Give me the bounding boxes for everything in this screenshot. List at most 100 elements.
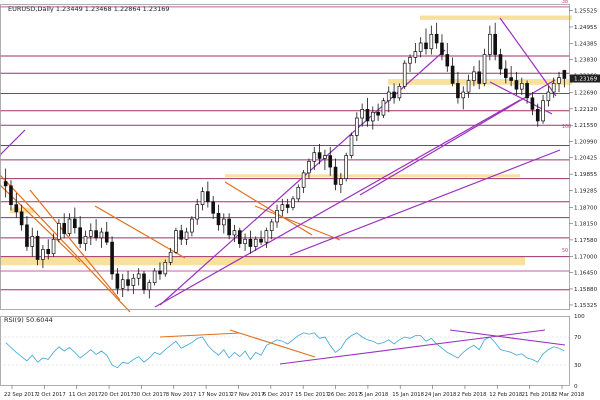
price-tick-label: 1.16450 — [574, 270, 598, 276]
zone-band — [420, 15, 572, 20]
candle-body — [413, 51, 418, 58]
price-tick-label: 1.20425 — [574, 156, 598, 162]
candle-body — [461, 91, 466, 99]
candle-body — [323, 155, 327, 159]
candle-body — [408, 57, 412, 64]
candle-body — [78, 227, 82, 244]
rsi-line — [5, 332, 565, 369]
candle-body — [227, 218, 231, 236]
zone-band — [225, 174, 520, 178]
candle-body — [402, 62, 407, 87]
candle-body — [115, 273, 120, 289]
fib-marker-label: 100 — [562, 124, 571, 130]
candle-body — [88, 230, 93, 237]
candle-body — [243, 238, 247, 244]
date-tick-label: 2 Mar 2018 — [554, 392, 585, 398]
date-tick-label: 15 Jan 2018 — [392, 392, 424, 398]
price-tick-label: 1.24385 — [574, 41, 598, 47]
candle-body — [131, 277, 136, 286]
price-tick-label: 1.25525 — [574, 8, 598, 14]
date-tick-label: 21 Feb 2018 — [522, 392, 556, 398]
trendline — [289, 149, 561, 256]
candle-body — [339, 178, 343, 185]
price-tick-label: 1.18700 — [574, 206, 598, 212]
date-tick-label: 15 Dec 2017 — [295, 392, 329, 398]
rsi-tick-label: 70 — [574, 335, 582, 341]
candle-body — [296, 186, 301, 200]
candle-body — [46, 249, 51, 255]
candle-body — [264, 230, 269, 243]
candle-body — [200, 191, 205, 205]
trendline — [94, 205, 186, 259]
date-tick-label: 2 Oct 2017 — [36, 392, 65, 398]
candle-body — [519, 83, 524, 90]
candle-body — [530, 97, 535, 110]
rsi-tick-label: 30 — [574, 363, 582, 369]
candle-body — [14, 204, 19, 213]
price-tick-label: 1.15325 — [574, 303, 598, 309]
candle-body — [466, 80, 471, 93]
candle-body — [333, 166, 338, 185]
candle-body — [73, 218, 77, 229]
candle-body — [269, 221, 274, 231]
price-tick-label: 1.22120 — [574, 107, 598, 113]
candle-body — [3, 181, 8, 187]
candle-body — [429, 33, 434, 50]
candle-body — [450, 65, 455, 84]
candle-body — [482, 54, 487, 84]
price-tick-label: 1.23830 — [574, 57, 598, 63]
candle-body — [355, 117, 359, 136]
candle-body — [206, 191, 210, 203]
candle-body — [168, 251, 173, 263]
candle-body — [498, 54, 503, 70]
candle-body — [237, 230, 242, 244]
candle-body — [280, 204, 285, 211]
price-tick-label: 1.17580 — [574, 238, 598, 244]
candle-body — [525, 83, 529, 99]
candle-body — [365, 109, 370, 122]
candle-body — [493, 33, 497, 55]
candle-body — [381, 100, 386, 116]
rsi-trendline — [229, 329, 316, 358]
candle-body — [211, 201, 215, 214]
candle-body — [216, 212, 221, 226]
price-tick-label: 1.20990 — [574, 139, 598, 145]
rsi-trendline — [279, 329, 546, 365]
candle-body — [83, 236, 88, 244]
date-tick-label: 17 Nov 2017 — [198, 392, 232, 398]
trendline — [0, 174, 131, 313]
date-tick-label: 24 Jan 2018 — [425, 392, 457, 398]
trendline — [154, 99, 521, 308]
candle-body — [509, 77, 513, 81]
trendline — [0, 184, 81, 263]
candle-body — [477, 71, 482, 84]
zone-band — [0, 256, 525, 266]
candle-body — [259, 238, 263, 243]
price-tick-label: 1.19285 — [574, 189, 598, 195]
rsi-trendline — [449, 329, 566, 346]
candle-body — [120, 279, 125, 289]
candle-body — [184, 231, 189, 240]
candle-body — [392, 91, 396, 99]
candle-body — [424, 42, 428, 50]
date-tick-label: 20 Oct 2017 — [101, 392, 134, 398]
candle-body — [541, 100, 545, 122]
price-tick-label: 1.15880 — [574, 287, 598, 293]
candle-body — [301, 172, 306, 188]
candle-body — [136, 273, 141, 279]
date-tick-label: 6 Dec 2017 — [263, 392, 293, 398]
candle-body — [190, 218, 194, 233]
candle-body — [104, 231, 109, 243]
candle-body — [179, 230, 184, 240]
candles-layer — [3, 22, 567, 299]
rsi-tick-label: 100 — [574, 314, 585, 320]
price-tick-label: 1.22690 — [574, 90, 598, 96]
fib-marker-label: 50 — [562, 248, 568, 254]
candle-body — [51, 238, 56, 255]
current-price-label: 1.23169 — [574, 77, 598, 83]
candle-body — [195, 204, 200, 220]
candle-body — [291, 198, 295, 208]
trendline — [499, 17, 557, 97]
candle-body — [25, 224, 29, 247]
candle-body — [67, 218, 72, 234]
